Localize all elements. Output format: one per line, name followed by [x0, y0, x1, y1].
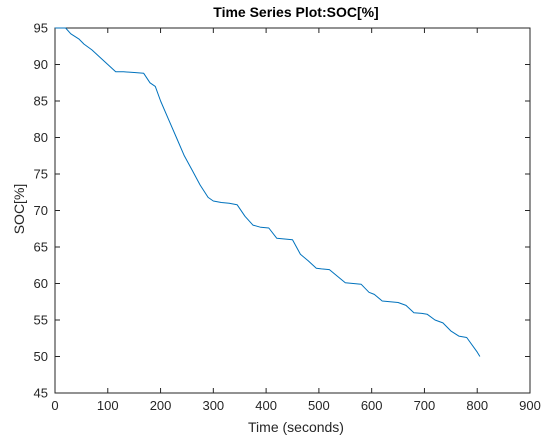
y-tick-label: 85: [34, 94, 48, 109]
chart-title: Time Series Plot:SOC[%]: [213, 4, 378, 20]
soc-series-line: [55, 27, 481, 357]
y-tick-label: 80: [34, 130, 48, 145]
x-tick-label: 700: [414, 398, 436, 413]
x-axis-label: Time (seconds): [248, 419, 344, 435]
x-tick-label: 400: [255, 398, 277, 413]
y-tick-label: 55: [34, 313, 48, 328]
x-tick-label: 0: [51, 398, 58, 413]
series-layer: [55, 27, 481, 357]
y-tick-label: 45: [34, 386, 48, 401]
plot-area: [54, 27, 531, 394]
x-tick-label: 500: [308, 398, 330, 413]
x-tick-label: 800: [466, 398, 488, 413]
x-axis: 0 100 200 300 400 500 600 700 800 900: [51, 28, 541, 413]
x-tick-label: 200: [150, 398, 172, 413]
y-tick-label: 95: [34, 21, 48, 36]
y-tick-label: 75: [34, 167, 48, 182]
x-tick-label: 900: [519, 398, 541, 413]
y-tick-label: 90: [34, 57, 48, 72]
y-axis-label: SOC[%]: [11, 184, 27, 235]
y-tick-label: 50: [34, 349, 48, 364]
x-tick-label: 300: [202, 398, 224, 413]
x-tick-label: 100: [97, 398, 119, 413]
x-tick-label: 600: [361, 398, 383, 413]
y-tick-label: 65: [34, 240, 48, 255]
y-axis: 45 50 55 60 65 70 75 80 85 90 95: [34, 21, 530, 401]
y-tick-label: 60: [34, 276, 48, 291]
y-tick-label: 70: [34, 203, 48, 218]
